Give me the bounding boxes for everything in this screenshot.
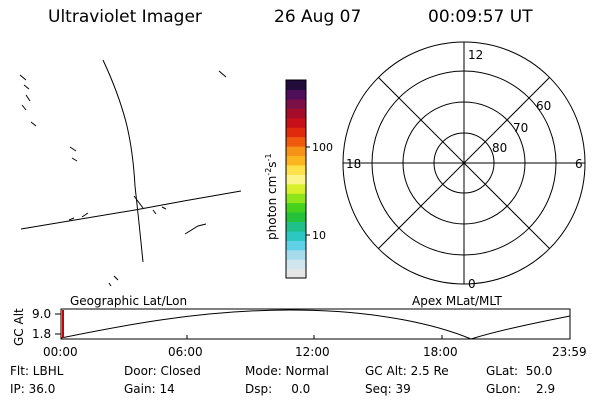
y-min-label: 1.8 xyxy=(32,327,52,341)
flt-info: Flt: LBHL xyxy=(10,364,64,378)
color-tick-100: 100 xyxy=(312,141,333,154)
timeline-frame xyxy=(60,308,571,340)
app-title: Ultraviolet Imager xyxy=(48,7,202,27)
coast-fragment xyxy=(184,223,207,235)
time-tick-2359: 23:59 xyxy=(552,345,587,359)
color-tick-10: 10 xyxy=(312,229,326,242)
glon-info: GLon: 2.9 xyxy=(486,382,556,396)
color-scale-segment xyxy=(286,268,306,279)
color-scale-segment xyxy=(286,174,306,185)
coast-fragment xyxy=(108,275,119,287)
geographic-label: Geographic Lat/Lon xyxy=(70,294,188,308)
altitude-curve xyxy=(60,309,571,340)
coast-fragment xyxy=(19,74,37,127)
parallel-line xyxy=(20,190,242,230)
coast-fragment xyxy=(133,195,144,209)
y-max-label: 9.0 xyxy=(32,307,52,321)
time-tick-0000: 00:00 xyxy=(43,345,78,359)
ip-info: IP: 36.0 xyxy=(10,382,56,396)
geographic-map xyxy=(19,59,242,287)
altitude-timeline: GC Alt xyxy=(12,308,571,346)
timeline-axis-label: GC Alt xyxy=(12,308,26,346)
color-scale-segment xyxy=(286,221,306,232)
polar-plot xyxy=(342,41,586,285)
apex-label: Apex MLat/MLT xyxy=(412,294,502,308)
polar-diagonal xyxy=(378,77,550,249)
color-scale-segment xyxy=(286,127,306,138)
color-scale-segment xyxy=(286,117,306,128)
color-scale-segment xyxy=(286,202,306,213)
mlt-label-12: 12 xyxy=(468,48,483,62)
color-scale-segment xyxy=(286,98,306,109)
color-scale-segment xyxy=(286,89,306,100)
glat-info: GLat: 50.0 xyxy=(486,364,553,378)
color-scale-segment xyxy=(286,183,306,194)
coast-fragment xyxy=(152,206,167,215)
door-info: Door: Closed xyxy=(124,364,201,378)
color-scale-segment xyxy=(286,108,306,119)
color-scale-segment xyxy=(286,249,306,260)
coast-fragment xyxy=(218,70,227,78)
color-scale-segment xyxy=(286,164,306,175)
mlt-label-6: 6 xyxy=(575,157,583,171)
mlat-label-60: 60 xyxy=(536,99,551,113)
coast-fragment xyxy=(69,146,78,162)
seq-info: Seq: 39 xyxy=(365,382,411,396)
color-scale-segment xyxy=(286,136,306,147)
dsp-info: Dsp: 0.0 xyxy=(245,382,311,396)
color-scale-bar xyxy=(286,80,306,279)
color-scale-segment xyxy=(286,212,306,223)
meridian-line xyxy=(102,59,144,263)
mlt-label-18: 18 xyxy=(346,157,361,171)
color-scale-unit: photon cm-2s-1 xyxy=(264,153,279,240)
color-scale-segment xyxy=(286,230,306,241)
coast-fragment xyxy=(68,212,89,221)
date-label: 26 Aug 07 xyxy=(274,7,362,27)
color-scale-segment xyxy=(286,193,306,204)
gain-info: Gain: 14 xyxy=(124,382,175,396)
mlt-label-0: 0 xyxy=(468,277,476,291)
mode-info: Mode: Normal xyxy=(245,364,329,378)
color-scale-segment xyxy=(286,80,306,91)
color-scale-segment xyxy=(286,259,306,270)
mlat-label-80: 80 xyxy=(492,141,507,155)
mlat-label-70: 70 xyxy=(513,121,528,135)
time-tick-1800: 18:00 xyxy=(423,345,458,359)
color-scale-segment xyxy=(286,146,306,157)
color-scale-segment xyxy=(286,240,306,251)
time-tick-1200: 12:00 xyxy=(295,345,330,359)
gcalt-info: GC Alt: 2.5 Re xyxy=(365,364,449,378)
color-scale-frame xyxy=(285,79,307,279)
time-tick-0600: 06:00 xyxy=(168,345,203,359)
time-label: 00:09:57 UT xyxy=(428,7,533,27)
color-scale-segment xyxy=(286,155,306,166)
